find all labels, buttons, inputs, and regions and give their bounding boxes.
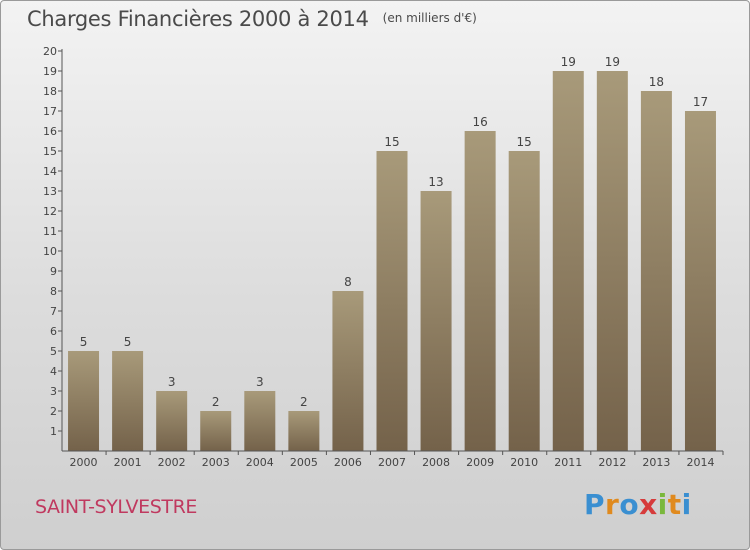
bar: [464, 131, 496, 451]
bar-value-label: 15: [517, 135, 532, 149]
bar-value-label: 17: [693, 95, 708, 109]
chart-unit: (en milliers d'€): [382, 11, 477, 25]
bar-value-label: 2: [300, 395, 308, 409]
bar-value-label: 19: [561, 55, 576, 69]
bars: [68, 71, 716, 451]
logo-letter: o: [619, 488, 640, 521]
x-tick-label: 2007: [378, 456, 406, 469]
bar-value-label: 18: [649, 75, 664, 89]
bar: [156, 391, 188, 451]
logo-letter: P: [584, 488, 606, 521]
bar-value-label: 5: [124, 335, 132, 349]
x-tick-label: 2008: [422, 456, 450, 469]
bar-value-labels: 5 5 3 2 3 2 8 15 13 16 15 19 19 18 17: [80, 55, 708, 409]
y-tick-label: 18: [43, 85, 57, 98]
x-tick-label: 2014: [686, 456, 714, 469]
y-tick-label: 11: [43, 225, 57, 238]
logo-letter: x: [639, 488, 658, 521]
y-tick-label: 13: [43, 185, 57, 198]
y-tick-label: 8: [50, 285, 57, 298]
x-tick-label: 2011: [554, 456, 582, 469]
commune-name: SAINT-SYLVESTRE: [35, 496, 197, 518]
bar-value-label: 8: [344, 275, 352, 289]
bar: [332, 291, 364, 451]
y-tick-label: 15: [43, 145, 57, 158]
bar-value-label: 13: [428, 175, 443, 189]
bar: [420, 191, 452, 451]
bar: [552, 71, 584, 451]
y-tick-label: 17: [43, 105, 57, 118]
bar: [244, 391, 276, 451]
y-tick-label: 9: [50, 265, 57, 278]
x-tick-label: 2010: [510, 456, 538, 469]
logo-letter: r: [605, 488, 620, 521]
x-tick-label: 2002: [158, 456, 186, 469]
chart-title: Charges Financières 2000 à 2014: [27, 7, 369, 31]
bar-value-label: 3: [256, 375, 264, 389]
x-tick-label: 2000: [70, 456, 98, 469]
bar: [68, 351, 100, 451]
bar: [640, 91, 672, 451]
bar-value-label: 19: [605, 55, 620, 69]
logo-letter: t: [667, 488, 682, 521]
y-tick-label: 12: [43, 205, 57, 218]
bar: [596, 71, 628, 451]
x-tick-label: 2004: [246, 456, 274, 469]
y-tick-label: 7: [50, 305, 57, 318]
x-tick-label: 2013: [642, 456, 670, 469]
bar: [288, 411, 320, 451]
bar: [508, 151, 540, 451]
bar-value-label: 16: [472, 115, 487, 129]
y-tick-label: 2: [50, 405, 57, 418]
bar-value-label: 3: [168, 375, 176, 389]
logo-letter: i: [681, 488, 692, 521]
y-tick-label: 4: [50, 365, 57, 378]
logo-letter: i: [657, 488, 668, 521]
bar: [112, 351, 144, 451]
x-tick-label: 2003: [202, 456, 230, 469]
x-tick-label: 2005: [290, 456, 318, 469]
bar: [684, 111, 716, 451]
y-tick-label: 10: [43, 245, 57, 258]
x-tick-label: 2009: [466, 456, 494, 469]
bar: [376, 151, 408, 451]
proxiti-logo[interactable]: Proxiti: [584, 488, 692, 521]
bar: [200, 411, 232, 451]
y-tick-label: 20: [43, 45, 57, 58]
y-tick-label: 6: [50, 325, 57, 338]
bar-value-label: 15: [384, 135, 399, 149]
title-row: Charges Financières 2000 à 2014 (en milli…: [27, 7, 477, 31]
x-tick-label: 2006: [334, 456, 362, 469]
bar-value-label: 5: [80, 335, 88, 349]
y-tick-label: 5: [50, 345, 57, 358]
bar-value-label: 2: [212, 395, 220, 409]
y-tick-label: 1: [50, 425, 57, 438]
y-tick-label: 16: [43, 125, 57, 138]
x-axis-labels: 2000 2001 2002 2003 2004 2005 2006 2007 2008 2009…: [70, 451, 724, 469]
x-tick-label: 2001: [114, 456, 142, 469]
y-tick-label: 14: [43, 165, 57, 178]
y-tick-label: 3: [50, 385, 57, 398]
x-tick-label: 2012: [598, 456, 626, 469]
y-tick-label: 19: [43, 65, 57, 78]
